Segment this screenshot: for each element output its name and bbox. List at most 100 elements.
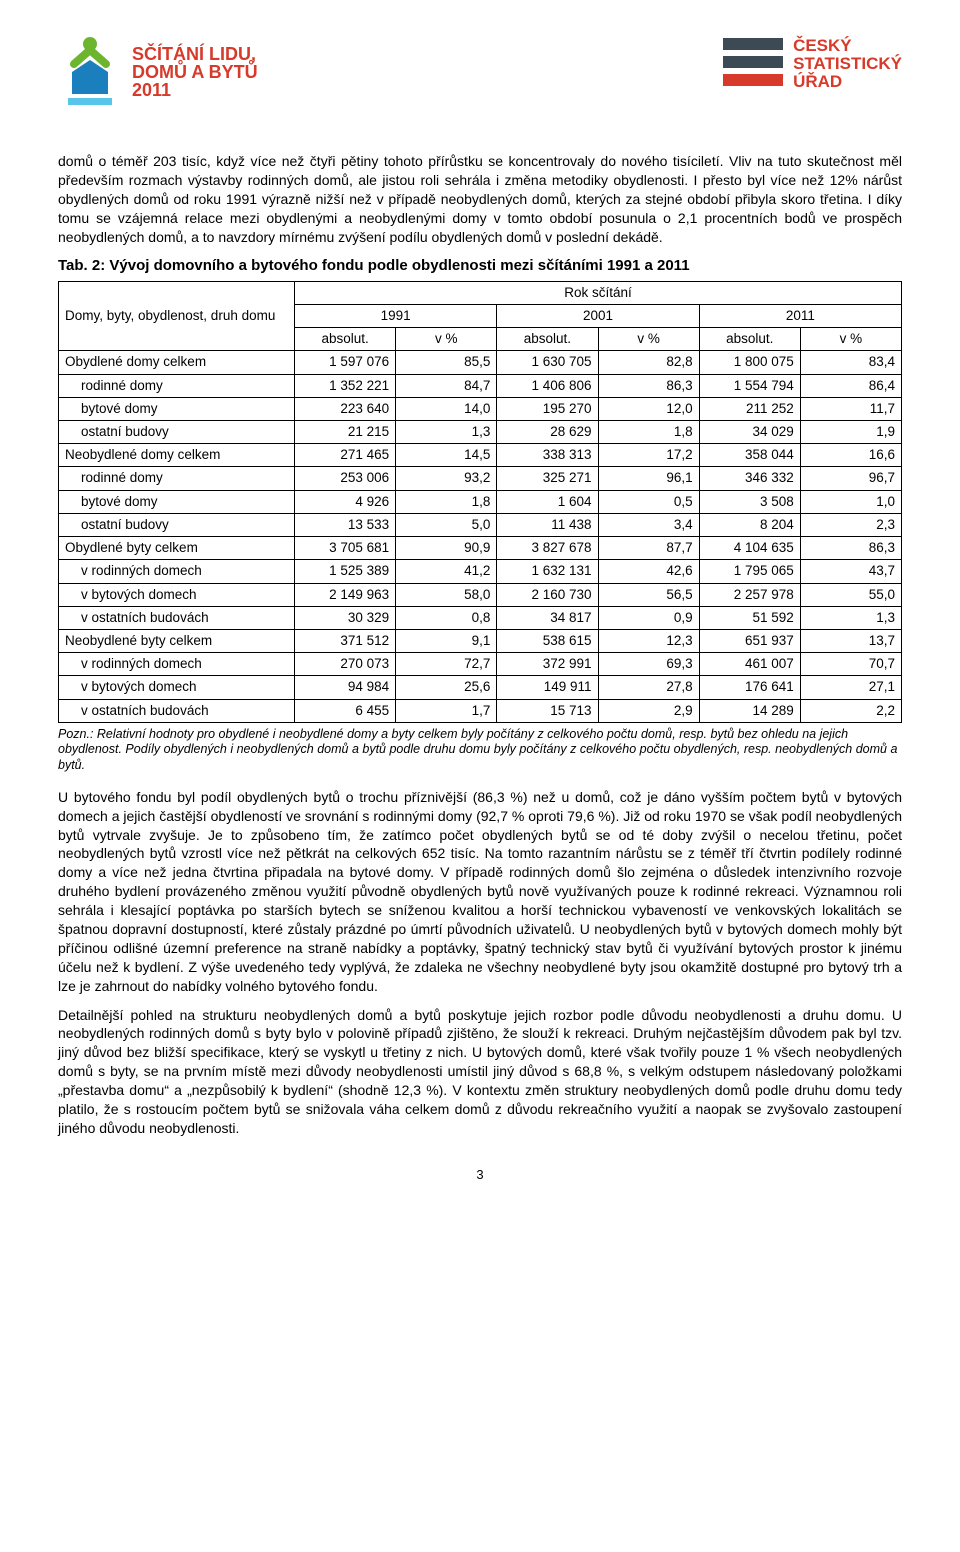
row-label: rodinné domy bbox=[59, 467, 295, 490]
table-cell: 28 629 bbox=[497, 421, 598, 444]
table-cell: 1 352 221 bbox=[295, 374, 396, 397]
table-cell: 1 597 076 bbox=[295, 351, 396, 374]
table-cell: 1,9 bbox=[800, 421, 901, 444]
table-cell: 223 640 bbox=[295, 397, 396, 420]
row-label: v bytových domech bbox=[59, 583, 295, 606]
czso-bars-icon bbox=[723, 36, 783, 92]
table-cell: 85,5 bbox=[396, 351, 497, 374]
table-cell: 13 533 bbox=[295, 513, 396, 536]
row-label: bytové domy bbox=[59, 397, 295, 420]
paragraph-3: Detailnější pohled na strukturu neobydle… bbox=[58, 1006, 902, 1138]
czso-line3: ÚŘAD bbox=[793, 73, 902, 91]
table-cell: 72,7 bbox=[396, 653, 497, 676]
table-cell: 86,4 bbox=[800, 374, 901, 397]
table-cell: 346 332 bbox=[699, 467, 800, 490]
table-cell: 84,7 bbox=[396, 374, 497, 397]
table-cell: 0,5 bbox=[598, 490, 699, 513]
table-cell: 1,3 bbox=[800, 606, 901, 629]
table-cell: 94 984 bbox=[295, 676, 396, 699]
table-cell: 41,2 bbox=[396, 560, 497, 583]
table-cell: 325 271 bbox=[497, 467, 598, 490]
table-cell: 0,9 bbox=[598, 606, 699, 629]
table-cell: 371 512 bbox=[295, 629, 396, 652]
table-cell: 211 252 bbox=[699, 397, 800, 420]
census-logo-line1: SČÍTÁNÍ LIDU, bbox=[132, 45, 258, 63]
table-cell: 11 438 bbox=[497, 513, 598, 536]
table-cell: 2,9 bbox=[598, 699, 699, 722]
table-cell: 2 160 730 bbox=[497, 583, 598, 606]
table-cell: 12,3 bbox=[598, 629, 699, 652]
table-cell: 43,7 bbox=[800, 560, 901, 583]
table-cell: 27,1 bbox=[800, 676, 901, 699]
row-label: bytové domy bbox=[59, 490, 295, 513]
table-cell: 271 465 bbox=[295, 444, 396, 467]
table-cell: 1 632 131 bbox=[497, 560, 598, 583]
table-cell: 96,1 bbox=[598, 467, 699, 490]
table-cell: 3 705 681 bbox=[295, 537, 396, 560]
table-cell: 176 641 bbox=[699, 676, 800, 699]
census-logo-line3: 2011 bbox=[132, 81, 258, 99]
paragraph-2: U bytového fondu byl podíl obydlených by… bbox=[58, 788, 902, 996]
table-row: rodinné domy253 00693,2325 27196,1346 33… bbox=[59, 467, 902, 490]
year-2001: 2001 bbox=[497, 304, 699, 327]
table-cell: 4 104 635 bbox=[699, 537, 800, 560]
subcol: v % bbox=[800, 328, 901, 351]
table-cell: 8 204 bbox=[699, 513, 800, 536]
row-label: rodinné domy bbox=[59, 374, 295, 397]
table-cell: 461 007 bbox=[699, 653, 800, 676]
row-label: Neobydlené byty celkem bbox=[59, 629, 295, 652]
table-cell: 70,7 bbox=[800, 653, 901, 676]
table-cell: 96,7 bbox=[800, 467, 901, 490]
czso-line1: ČESKÝ bbox=[793, 37, 902, 55]
table-cell: 1,3 bbox=[396, 421, 497, 444]
table-cell: 1 795 065 bbox=[699, 560, 800, 583]
table-cell: 5,0 bbox=[396, 513, 497, 536]
table-cell: 34 029 bbox=[699, 421, 800, 444]
table-row: v bytových domech2 149 96358,02 160 7305… bbox=[59, 583, 902, 606]
table-cell: 2,2 bbox=[800, 699, 901, 722]
table-cell: 1 525 389 bbox=[295, 560, 396, 583]
table-cell: 12,0 bbox=[598, 397, 699, 420]
row-label: Obydlené byty celkem bbox=[59, 537, 295, 560]
table-row: v rodinných domech1 525 38941,21 632 131… bbox=[59, 560, 902, 583]
page-number: 3 bbox=[58, 1166, 902, 1184]
table-cell: 14 289 bbox=[699, 699, 800, 722]
table-row: bytové domy223 64014,0195 27012,0211 252… bbox=[59, 397, 902, 420]
data-table: Domy, byty, obydlenost, druh domu Rok sč… bbox=[58, 281, 902, 723]
table-row: v rodinných domech270 07372,7372 99169,3… bbox=[59, 653, 902, 676]
table-cell: 3,4 bbox=[598, 513, 699, 536]
table-cell: 1 800 075 bbox=[699, 351, 800, 374]
table-cell: 27,8 bbox=[598, 676, 699, 699]
table-cell: 0,8 bbox=[396, 606, 497, 629]
row-label: ostatní budovy bbox=[59, 513, 295, 536]
table-cell: 1 406 806 bbox=[497, 374, 598, 397]
table-cell: 42,6 bbox=[598, 560, 699, 583]
row-label: v rodinných domech bbox=[59, 560, 295, 583]
table-cell: 87,7 bbox=[598, 537, 699, 560]
row-label: v ostatních budovách bbox=[59, 699, 295, 722]
table-cell: 3 827 678 bbox=[497, 537, 598, 560]
table-caption: Tab. 2: Vývoj domovního a bytového fondu… bbox=[58, 256, 902, 276]
table-row: Neobydlené byty celkem371 5129,1538 6151… bbox=[59, 629, 902, 652]
table-cell: 338 313 bbox=[497, 444, 598, 467]
table-cell: 1 554 794 bbox=[699, 374, 800, 397]
table-cell: 358 044 bbox=[699, 444, 800, 467]
czso-line2: STATISTICKÝ bbox=[793, 55, 902, 73]
table-row: ostatní budovy21 2151,328 6291,834 0291,… bbox=[59, 421, 902, 444]
subcol: absolut. bbox=[497, 328, 598, 351]
table-cell: 195 270 bbox=[497, 397, 598, 420]
table-cell: 93,2 bbox=[396, 467, 497, 490]
table-cell: 372 991 bbox=[497, 653, 598, 676]
table-cell: 1,8 bbox=[598, 421, 699, 444]
subcol: absolut. bbox=[295, 328, 396, 351]
table-cell: 15 713 bbox=[497, 699, 598, 722]
table-cell: 83,4 bbox=[800, 351, 901, 374]
table-cell: 82,8 bbox=[598, 351, 699, 374]
table-cell: 9,1 bbox=[396, 629, 497, 652]
table-row: Neobydlené domy celkem271 46514,5338 313… bbox=[59, 444, 902, 467]
table-cell: 1 604 bbox=[497, 490, 598, 513]
table-cell: 14,5 bbox=[396, 444, 497, 467]
table-cell: 30 329 bbox=[295, 606, 396, 629]
table-cell: 4 926 bbox=[295, 490, 396, 513]
table-cell: 253 006 bbox=[295, 467, 396, 490]
